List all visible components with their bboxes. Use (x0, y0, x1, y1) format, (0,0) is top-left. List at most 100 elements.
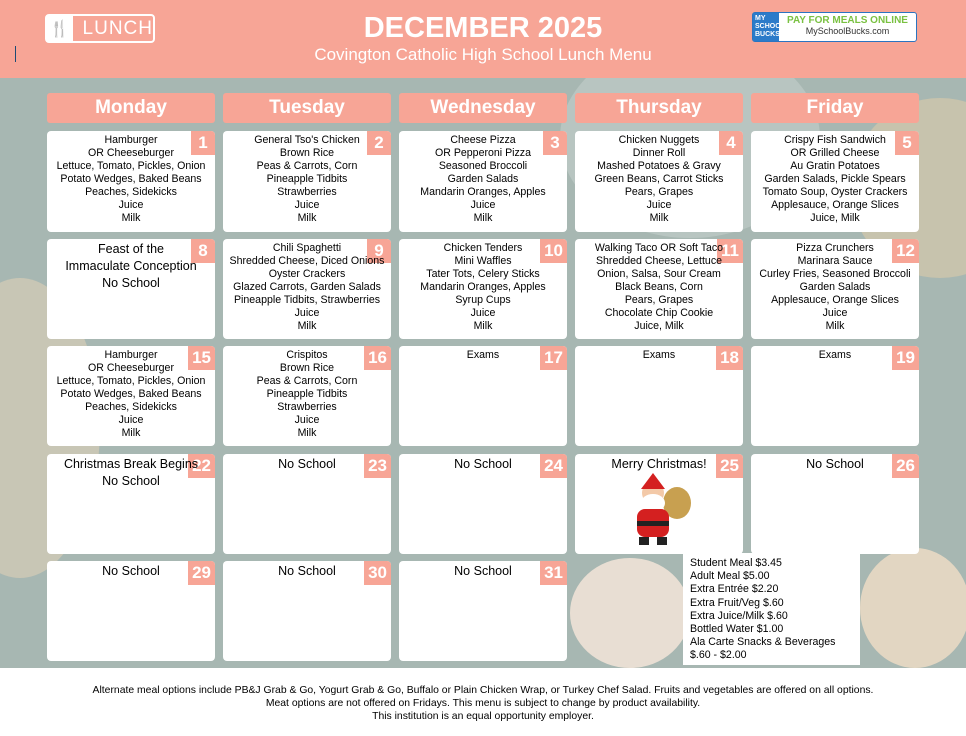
day-cell: 1 Hamburger OR Cheeseburger Lettuce, Tomato… (47, 131, 215, 232)
date-number: 12 (892, 239, 919, 263)
menu-item: Cheese Pizza (450, 134, 516, 146)
menu-item: Milk (473, 212, 493, 224)
footer-notes: Alternate meal options include PB&J Grab… (92, 685, 874, 722)
menu-item: Black Beans, Corn (615, 281, 703, 293)
menu-item: Juice, Milk (634, 320, 684, 332)
menu-item: Peas & Carrots, Corn (256, 375, 358, 387)
menu-item: Dinner Roll (632, 147, 686, 159)
price-list: Student Meal $3.45 Adult Meal $5.00 Extra … (683, 553, 860, 665)
menu-item: Juice (822, 307, 848, 319)
menu-item: Marinara Sauce (797, 255, 873, 267)
date-number: 31 (540, 561, 567, 585)
day-cell: 30 No School (223, 561, 391, 661)
price-item: Extra Entrée $2.20 (690, 583, 779, 596)
menu-item: Shredded Cheese, Diced Onions (229, 255, 385, 267)
menu-item: Chicken Tenders (443, 242, 523, 254)
santa-icon (575, 473, 743, 552)
date-number: 26 (892, 454, 919, 478)
menu-item: Lettuce, Tomato, Pickles, Onion (56, 375, 206, 387)
menu-item: No School (278, 564, 336, 578)
day-header-wednesday: Wednesday (399, 93, 567, 123)
menu-item: Exams (466, 349, 500, 361)
page-subtitle: Covington Catholic High School Lunch Men… (314, 45, 652, 64)
date-number: 5 (895, 131, 919, 155)
day-header-thursday: Thursday (575, 93, 743, 123)
fork-icon: 🍴 (47, 16, 73, 41)
date-number: 2 (367, 131, 391, 155)
menu-item: OR Grilled Cheese (790, 147, 880, 159)
menu-item: Immaculate Conception (65, 259, 197, 273)
menu-item: Christmas Break Begins (63, 457, 199, 471)
menu-item: Juice (118, 199, 144, 211)
menu-item: Feast of the (97, 242, 164, 256)
menu-item: Strawberries (277, 186, 337, 198)
price-item: Extra Juice/Milk $.60 (690, 609, 788, 622)
menu-item: Juice (118, 414, 144, 426)
date-number: 24 (540, 454, 567, 478)
price-item: Ala Carte Snacks & Beverages (690, 636, 836, 649)
date-number: 29 (188, 561, 215, 585)
menu-item: Juice (294, 414, 320, 426)
menu-item: Juice, Milk (810, 212, 860, 224)
menu-item: Mini Waffles (454, 255, 512, 267)
price-item: $.60 - $2.00 (690, 649, 747, 662)
menu-item: Pineapple Tidbits, Strawberries (233, 294, 381, 306)
menu-item: Milk (297, 427, 317, 439)
menu-item: Curley Fries, Seasoned Broccoli (759, 268, 911, 280)
date-number: 15 (188, 346, 215, 370)
menu-item: No School (278, 457, 336, 471)
menu-item: Potato Wedges, Baked Beans (60, 388, 202, 400)
day-cell: 23 No School (223, 454, 391, 554)
date-number: 25 (716, 454, 743, 478)
day-cell: 25 Merry Christmas! (575, 454, 743, 554)
menu-item: Brown Rice (279, 147, 335, 159)
menu-item: Mandarin Oranges, Apples (420, 186, 546, 198)
menu-item: Syrup Cups (455, 294, 511, 306)
date-number: 11 (717, 239, 743, 263)
date-number: 4 (719, 131, 743, 155)
menu-item: Garden Salads (799, 281, 871, 293)
menu-item: Chili Spaghetti (272, 242, 342, 254)
date-number: 8 (191, 239, 215, 263)
header: 🍴 LUNCH DECEMBER 2025 Covington Catholic … (0, 0, 966, 78)
page-title: DECEMBER 2025 (363, 12, 603, 44)
menu-item: No School (454, 564, 512, 578)
date-number: 23 (364, 454, 391, 478)
menu-item: Mandarin Oranges, Apples (420, 281, 546, 293)
myschoolbucks-badge[interactable]: MY SCHOOL BUCKS PAY FOR MEALS ONLINE MySc… (752, 12, 917, 42)
menu-item: Chocolate Chip Cookie (604, 307, 714, 319)
day-cell: 11 Walking Taco OR Soft Taco Shredded Chee… (575, 239, 743, 339)
menu-item: Peaches, Sidekicks (85, 186, 177, 198)
menu-item: OR Cheeseburger (88, 362, 174, 374)
menu-item: Applesauce, Orange Slices (771, 294, 899, 306)
date-number: 22 (188, 454, 215, 478)
menu-item: Lettuce, Tomato, Pickles, Onion (56, 160, 206, 172)
menu-item: Pizza Crunchers (796, 242, 874, 254)
menu-item: Tomato Soup, Oyster Crackers (762, 186, 908, 198)
menu-item: Peaches, Sidekicks (85, 401, 177, 413)
menu-item: Glazed Carrots, Garden Salads (233, 281, 381, 293)
menu-item: Exams (818, 349, 852, 361)
date-number: 1 (191, 131, 215, 155)
day-cell: 19 Exams (751, 346, 919, 446)
menu-item: Chicken Nuggets (618, 134, 700, 146)
menu-item: Au Gratin Potatoes (790, 160, 880, 172)
menu-item: OR Cheeseburger (88, 147, 174, 159)
menu-item: Milk (297, 320, 317, 332)
menu-item: Crispitos (286, 349, 328, 361)
day-header-tuesday: Tuesday (223, 93, 391, 123)
menu-item: Strawberries (277, 401, 337, 413)
menu-item: Juice (646, 199, 672, 211)
menu-item: Juice (470, 199, 496, 211)
day-cell: 31 No School (399, 561, 567, 661)
day-cell: 5 Crispy Fish Sandwich OR Grilled Cheese Au… (751, 131, 919, 232)
lunch-logo: 🍴 LUNCH (45, 14, 155, 43)
date-number: 16 (364, 346, 391, 370)
menu-item: Onion, Salsa, Sour Cream (597, 268, 721, 280)
day-cell: 17 Exams (399, 346, 567, 446)
menu-item: Pears, Grapes (624, 186, 694, 198)
day-cell: 18 Exams (575, 346, 743, 446)
day-cell: 9 Chili Spaghetti Shredded Cheese, Diced O… (223, 239, 391, 339)
menu-item: Milk (825, 320, 845, 332)
menu-item: Walking Taco OR Soft Taco (594, 242, 724, 254)
